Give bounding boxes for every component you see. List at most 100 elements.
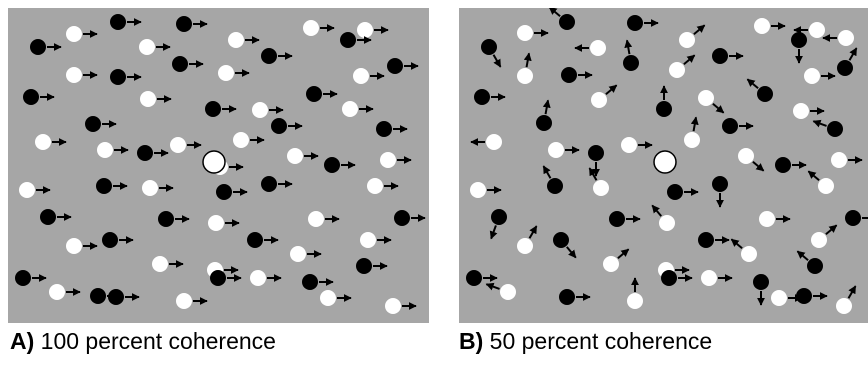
light-dot	[627, 293, 643, 309]
caption-a-text: 100 percent coherence	[40, 328, 276, 354]
dark-dot	[757, 86, 773, 102]
direction-arrow	[588, 167, 598, 181]
dark-dot	[827, 121, 843, 137]
dark-dot	[247, 232, 263, 248]
panel-b-dots-svg	[466, 8, 868, 314]
dark-dot	[387, 58, 403, 74]
panel-a-moving-dot	[23, 89, 55, 105]
dark-dot	[30, 39, 46, 55]
panel-b-moving-dot	[489, 209, 507, 240]
panel-a-moving-dot	[303, 20, 335, 36]
panel-b-moving-dot	[836, 285, 857, 314]
panel-b-moving-dot	[603, 248, 630, 272]
panel-b-moving-dot	[591, 84, 618, 108]
panel-b-moving-dot	[837, 47, 858, 76]
dark-dot	[110, 14, 126, 30]
direction-arrow	[812, 119, 827, 128]
panel-b-moving-dot	[775, 157, 807, 173]
direction-arrow	[807, 170, 820, 181]
dark-dot	[536, 115, 552, 131]
panel-b-moving-dot	[536, 99, 552, 131]
dark-dot	[158, 211, 174, 227]
dark-dot	[306, 86, 322, 102]
panel-a-moving-dot	[356, 258, 388, 274]
light-dot	[250, 270, 266, 286]
light-dot	[517, 238, 533, 254]
light-dot	[517, 25, 533, 41]
light-dot	[218, 65, 234, 81]
light-dot	[385, 298, 401, 314]
panel-b-moving-dot	[807, 170, 834, 194]
panel-b-moving-dot	[793, 103, 825, 119]
dark-dot	[667, 184, 683, 200]
direction-arrow	[485, 282, 500, 291]
light-dot	[303, 20, 319, 36]
panel-a-moving-dot	[308, 211, 340, 227]
panel-a-moving-dot	[102, 232, 134, 248]
light-dot	[342, 101, 358, 117]
panel-b-moving-dot	[656, 85, 672, 117]
panel-b-moving-dot	[811, 224, 838, 248]
panel-b-moving-dot	[574, 40, 606, 56]
light-dot	[35, 134, 51, 150]
light-dot	[228, 32, 244, 48]
direction-arrow	[528, 225, 538, 239]
panel-b-moving-dot	[481, 39, 502, 68]
dark-dot	[712, 176, 728, 192]
light-dot	[500, 284, 516, 300]
panel-b-moving-dot	[651, 204, 675, 231]
dark-dot	[753, 274, 769, 290]
panel-a-moving-dot	[216, 184, 248, 200]
dark-dot	[324, 157, 340, 173]
panel-b-moving-dot	[712, 176, 728, 208]
dark-dot	[271, 118, 287, 134]
panel-a-fixation-point	[202, 150, 226, 174]
panel-b-moving-dot	[470, 182, 502, 198]
direction-arrow	[605, 84, 618, 95]
light-dot	[754, 18, 770, 34]
direction-arrow	[542, 99, 551, 115]
light-dot	[593, 180, 609, 196]
panel-b-moving-dot	[738, 148, 765, 172]
panel-b-moving-dot	[466, 270, 498, 286]
panel-b-moving-dot	[746, 78, 773, 102]
panel-a-moving-dot	[387, 58, 419, 74]
direction-arrow	[752, 161, 765, 172]
dark-dot	[559, 289, 575, 305]
light-dot	[591, 92, 607, 108]
panel-b-moving-dot	[553, 232, 577, 259]
dark-dot	[481, 39, 497, 55]
panel-b-moving-dot	[588, 167, 609, 196]
direction-arrow	[712, 103, 725, 114]
panel-a-moving-dot	[110, 69, 142, 85]
light-dot	[140, 91, 156, 107]
panel-b-moving-dot	[753, 274, 769, 306]
panel-a-moving-dot	[172, 56, 204, 72]
dark-dot	[466, 270, 482, 286]
light-dot	[357, 22, 373, 38]
direction-arrow	[651, 204, 662, 217]
direction-arrow	[523, 52, 532, 68]
panel-b-moving-dot	[822, 30, 854, 46]
panel-b-moving-dot	[796, 250, 823, 274]
panel-b-random-dot-field	[459, 8, 868, 323]
light-dot	[176, 293, 192, 309]
light-dot	[208, 215, 224, 231]
panel-a-moving-dot	[287, 148, 319, 164]
panel-b-moving-dot	[561, 67, 593, 83]
dark-dot	[23, 89, 39, 105]
direction-arrow	[690, 116, 699, 132]
panel-a-moving-dot	[247, 232, 279, 248]
dark-dot	[775, 157, 791, 173]
light-dot	[669, 62, 685, 78]
dark-dot	[474, 89, 490, 105]
panel-a-moving-dot	[228, 32, 260, 48]
dark-dot	[547, 178, 563, 194]
panel-b-moving-dot	[845, 210, 868, 226]
dark-dot	[261, 176, 277, 192]
direction-arrow	[566, 246, 577, 259]
panel-a-moving-dot	[250, 270, 282, 286]
dark-dot	[796, 288, 812, 304]
dark-dot	[722, 118, 738, 134]
dark-dot	[661, 270, 677, 286]
